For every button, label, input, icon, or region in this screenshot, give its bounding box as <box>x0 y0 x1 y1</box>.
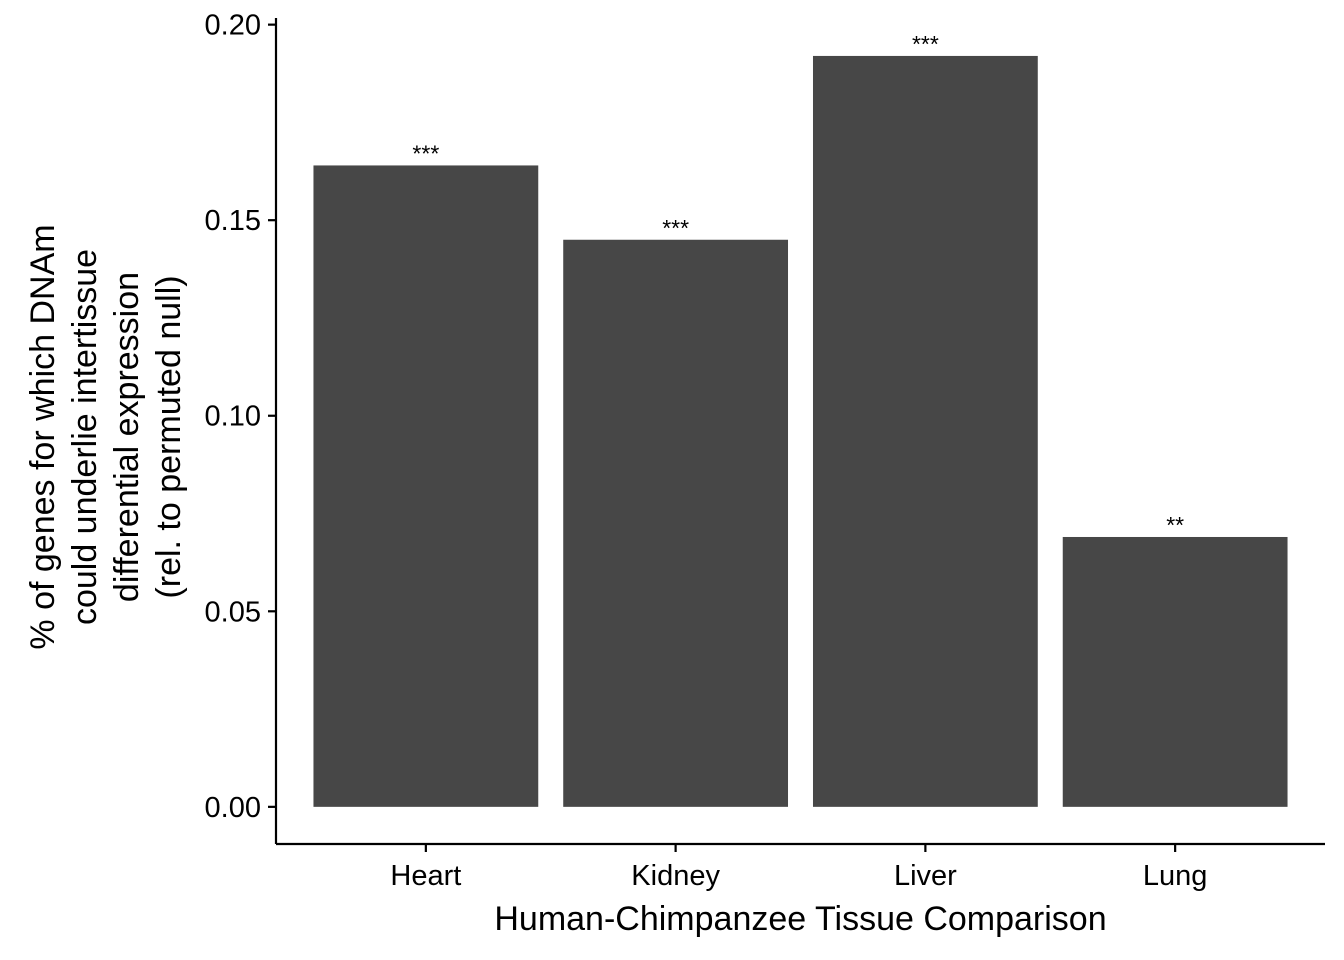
x-tick-label: Lung <box>1143 860 1208 892</box>
x-axis: Heart Kidney Liver Lung <box>276 842 1325 892</box>
x-tick-label: Kidney <box>631 860 720 892</box>
bar-liver <box>812 55 1038 807</box>
y-axis-title-line: (rel. to permuted null) <box>150 275 188 598</box>
significance-label: *** <box>662 215 689 241</box>
significance-annotations: *********** <box>412 31 1184 538</box>
bars-group <box>313 55 1288 807</box>
y-tick-label: 0.00 <box>205 792 261 824</box>
y-axis: 0.00 0.05 0.10 0.15 0.20 <box>205 10 278 844</box>
y-tick-label: 0.10 <box>205 401 261 433</box>
bar-lung <box>1062 536 1288 807</box>
x-tick-label: Liver <box>894 860 957 892</box>
significance-label: *** <box>412 140 439 166</box>
x-tick-label: Heart <box>390 860 461 892</box>
bar-heart <box>313 165 539 807</box>
y-axis-title-line: could underlie intertissue <box>66 249 104 625</box>
y-tick-label: 0.20 <box>205 10 261 42</box>
y-axis-title: % of genes for which DNAm could underlie … <box>24 224 188 649</box>
y-tick-label: 0.15 <box>205 205 261 237</box>
y-tick-label: 0.05 <box>205 596 261 628</box>
y-axis-title-line: % of genes for which DNAm <box>24 224 62 649</box>
significance-label: *** <box>912 31 939 57</box>
bar-kidney <box>563 239 789 807</box>
x-axis-title: Human-Chimpanzee Tissue Comparison <box>494 900 1106 938</box>
significance-label: ** <box>1166 512 1184 538</box>
y-axis-title-line: differential expression <box>108 272 146 602</box>
